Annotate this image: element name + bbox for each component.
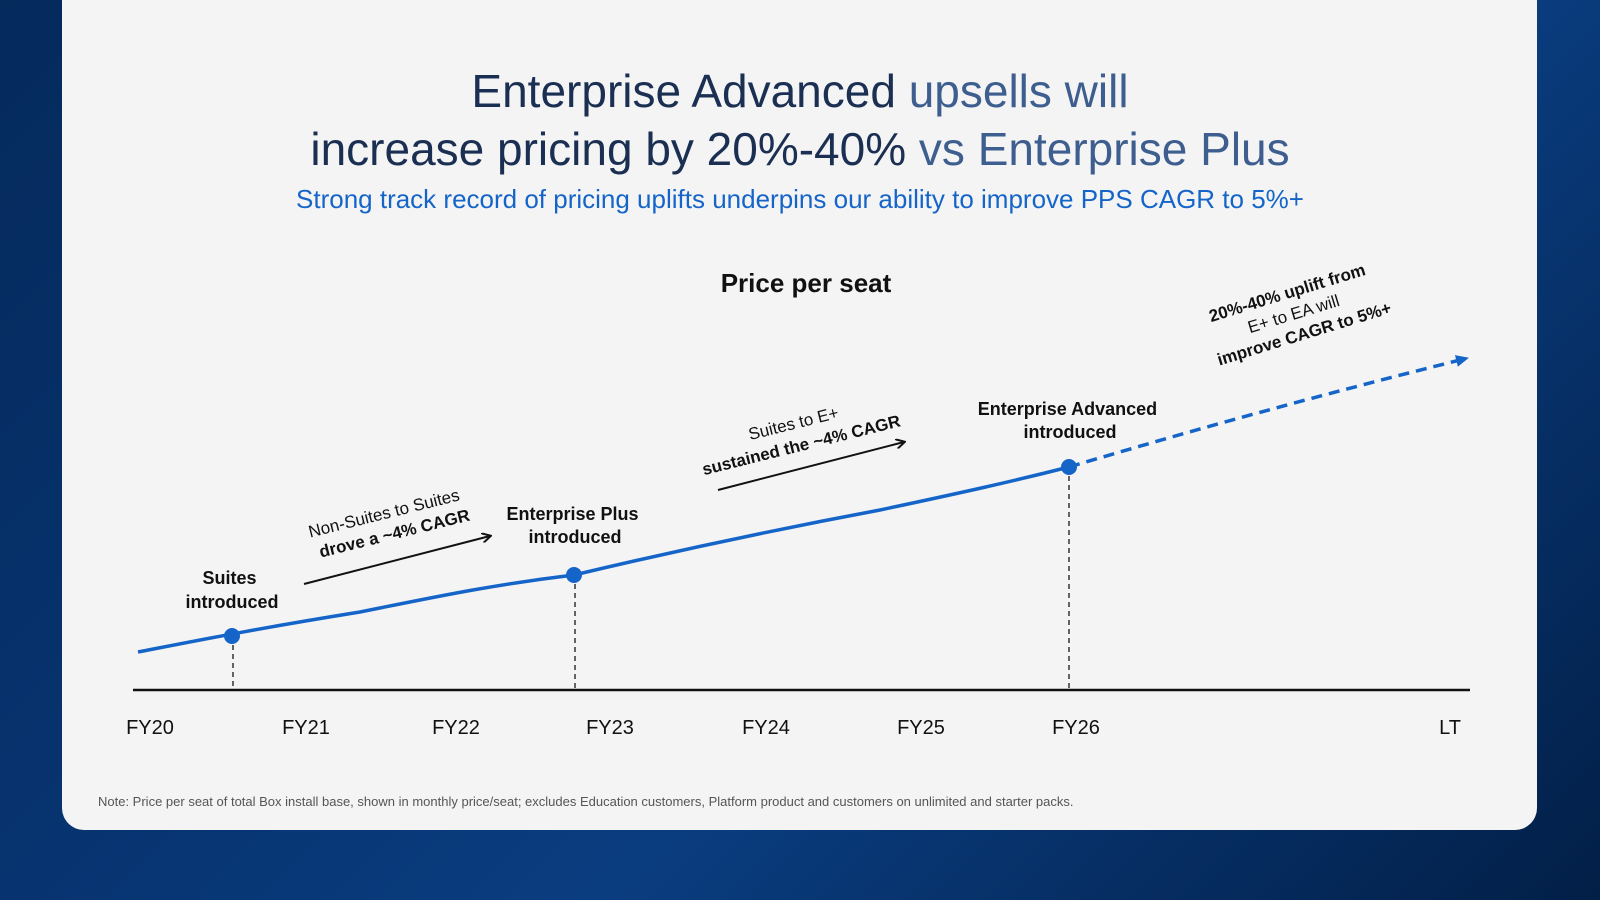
title-line2-light: vs Enterprise Plus [906, 123, 1290, 175]
chart-title: Price per seat [721, 268, 892, 298]
milestone-point-enterprise-advanced [1061, 459, 1077, 475]
slide-card [62, 0, 1537, 830]
annotation-arrow-1 [303, 536, 490, 585]
svg-text:20%-40% uplift from E+ t: 20%-40% uplift from E+ to EA will improv… [1202, 256, 1393, 369]
annotation-arrow-2 [717, 442, 904, 491]
x-tick-label: FY20 [126, 717, 174, 739]
x-tick-label: FY21 [282, 717, 330, 739]
page-subtitle: Strong track record of pricing uplifts u… [296, 184, 1304, 214]
x-tick-label: FY22 [432, 717, 480, 739]
x-tick-label: FY23 [586, 717, 634, 739]
series-line-solid [137, 465, 1070, 654]
milestone-point-enterprise-plus [566, 567, 582, 583]
annotation-2: Suites to E+ sustained the ~4% CAGR [695, 389, 903, 479]
x-tick-label: FY24 [742, 717, 790, 739]
title-line1-light: upsells will [895, 65, 1129, 117]
page-title: Enterprise Advanced upsells will increas… [0, 62, 1600, 178]
annotation-3: 20%-40% uplift from E+ to EA will improv… [1202, 256, 1394, 369]
title-line2-dark: increase pricing by 20%-40% [310, 123, 907, 175]
series-line-dashed [1068, 355, 1469, 469]
milestone-label-suites: Suites introduced [186, 568, 279, 612]
x-tick-labels: FY20 FY21 FY22 FY23 FY24 FY25 FY26 LT [126, 717, 1461, 739]
annotation-1: Non-Suites to Suites drove a ~4% CAGR [306, 484, 471, 563]
milestone-label-enterprise-advanced: Enterprise Advanced introduced [978, 399, 1162, 442]
svg-text:Non-Suites to Suites dro: Non-Suites to Suites drove a ~4% CAGR [306, 484, 471, 563]
x-tick-label: FY26 [1052, 717, 1100, 739]
svg-text:Suites to E+ sustained t: Suites to E+ sustained the ~4% CAGR [695, 389, 903, 479]
x-tick-label: FY25 [897, 717, 945, 739]
milestone-label-enterprise-plus: Enterprise Plus introduced [506, 504, 643, 547]
footnote: Note: Price per seat of total Box instal… [98, 794, 1074, 809]
x-tick-label: LT [1439, 717, 1461, 739]
milestone-point-suites [224, 628, 240, 644]
title-line1-dark: Enterprise Advanced [471, 65, 896, 117]
